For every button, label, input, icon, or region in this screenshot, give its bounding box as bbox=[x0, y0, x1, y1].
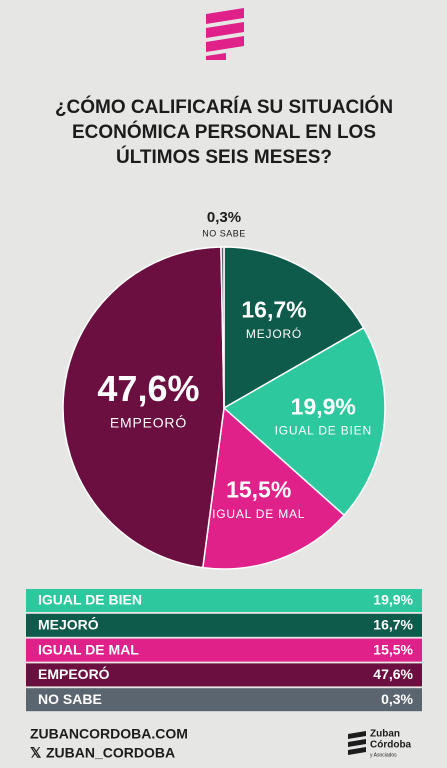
table-row bbox=[26, 638, 422, 662]
handle: ZUBAN_CORDOBA bbox=[46, 745, 175, 761]
row-label: IGUAL DE MAL bbox=[38, 641, 139, 657]
table-row bbox=[26, 613, 422, 637]
value-label: 15,5% bbox=[226, 477, 291, 503]
brand-logo: Zuban Córdoba y Asociados bbox=[348, 729, 412, 758]
category-label: IGUAL DE MAL bbox=[212, 507, 305, 521]
value-label: 16,7% bbox=[241, 297, 306, 323]
category-label: NO SABE bbox=[202, 228, 246, 238]
category-label: MEJORÓ bbox=[246, 326, 302, 341]
row-value: 0,3% bbox=[381, 691, 413, 707]
legend-table: IGUAL DE BIEN 19,9% MEJORÓ 16,7% IGUAL DE MA… bbox=[26, 589, 422, 712]
chart-title: ¿CÓMO CALIFICARÍA SU SITUACIÓN ECONÓMICA … bbox=[55, 96, 393, 168]
x-icon: 𝕏 bbox=[30, 745, 42, 761]
website: ZUBANCORDOBA.COM bbox=[30, 726, 188, 742]
table-row bbox=[26, 688, 422, 712]
row-label: MEJORÓ bbox=[38, 616, 99, 633]
value-label: 19,9% bbox=[291, 393, 356, 419]
value-label: 47,6% bbox=[97, 368, 199, 409]
top-logo bbox=[206, 8, 244, 60]
row-label: NO SABE bbox=[38, 691, 102, 707]
row-label: IGUAL DE BIEN bbox=[38, 592, 142, 608]
pie-slice bbox=[201, 406, 346, 570]
row-value: 19,9% bbox=[373, 592, 413, 608]
value-label: 0,3% bbox=[207, 209, 241, 226]
title-line: ¿CÓMO CALIFICARÍA SU SITUACIÓN bbox=[55, 96, 393, 118]
brand-line: Córdoba bbox=[370, 740, 412, 751]
pie-slice bbox=[222, 326, 386, 517]
pie-slice bbox=[223, 246, 365, 410]
row-value: 47,6% bbox=[373, 666, 413, 682]
pie bbox=[62, 246, 386, 570]
pie-slice bbox=[62, 246, 225, 569]
brand-line: Zuban bbox=[370, 729, 400, 740]
pie-slice bbox=[220, 246, 225, 409]
brand-line: y Asociados bbox=[370, 752, 397, 758]
table-row bbox=[26, 663, 422, 687]
row-value: 15,5% bbox=[373, 641, 413, 657]
row-label: EMPEORÓ bbox=[38, 665, 110, 682]
title-line: ÚLTIMOS SEIS MESES? bbox=[116, 146, 332, 168]
title-line: ECONÓMICA PERSONAL EN LOS bbox=[72, 121, 376, 143]
table-row bbox=[26, 589, 422, 612]
category-label: IGUAL DE BIEN bbox=[275, 424, 372, 438]
row-value: 16,7% bbox=[373, 617, 413, 633]
pie-labels: 16,7% MEJORÓ 19,9% IGUAL DE BIEN 15,5% IGUAL … bbox=[97, 209, 372, 521]
category-label: EMPEORÓ bbox=[110, 414, 187, 430]
